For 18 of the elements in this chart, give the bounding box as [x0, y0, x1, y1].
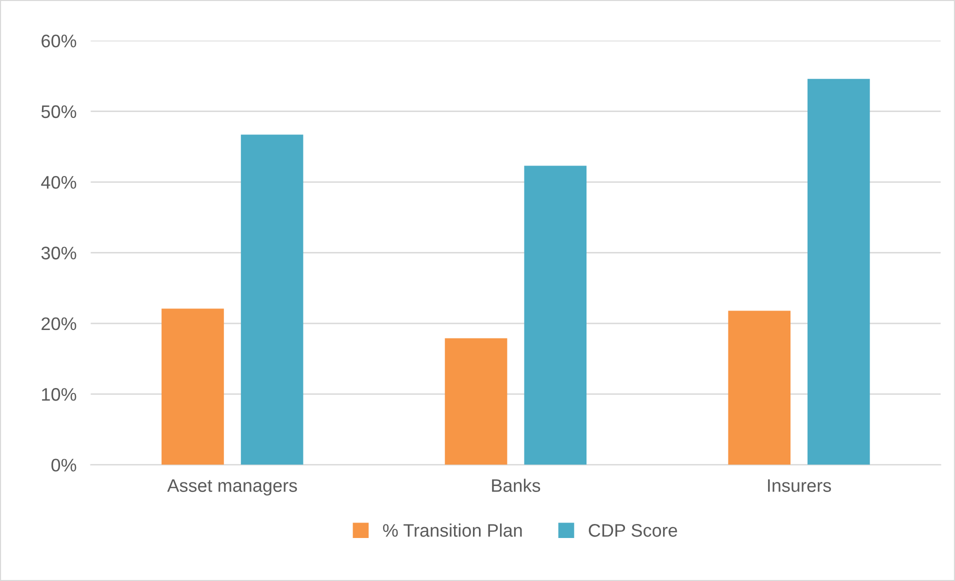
y-tick-label: 20% [42, 317, 76, 330]
y-tick-label: 0% [51, 458, 76, 472]
legend-label: % Transition Plan [383, 524, 522, 537]
bar [728, 310, 791, 465]
bar [240, 134, 304, 465]
bar [444, 338, 508, 465]
y-tick-label: 10% [42, 388, 76, 401]
y-tick-label: 50% [41, 105, 76, 118]
legend-label: CDP Score [588, 524, 678, 537]
x-tick-label: Asset managers [167, 479, 297, 496]
x-tick-label: Insurers [768, 479, 831, 492]
bar [524, 166, 587, 465]
x-tick-label: Banks [492, 478, 540, 492]
y-tick-label: 40% [41, 176, 76, 189]
y-tick-label: 30% [41, 246, 76, 260]
bar [162, 308, 224, 465]
bar [808, 78, 870, 465]
y-tick-label: 60% [42, 34, 76, 48]
